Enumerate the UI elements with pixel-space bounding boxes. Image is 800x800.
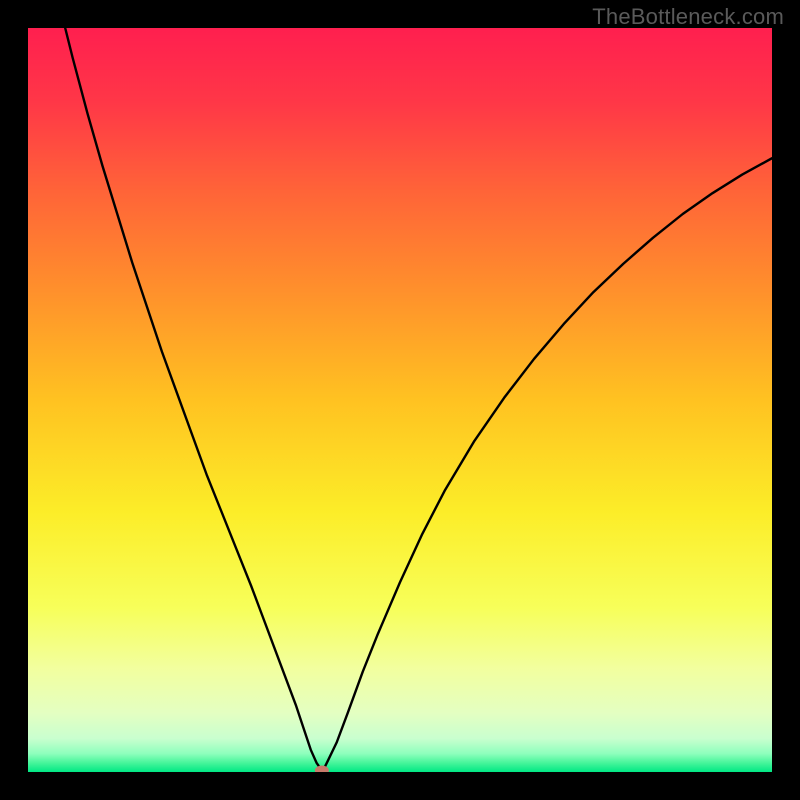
watermark-text: TheBottleneck.com <box>592 4 784 30</box>
gradient-background <box>28 28 772 772</box>
plot-area <box>28 28 772 772</box>
plot-svg <box>28 28 772 772</box>
